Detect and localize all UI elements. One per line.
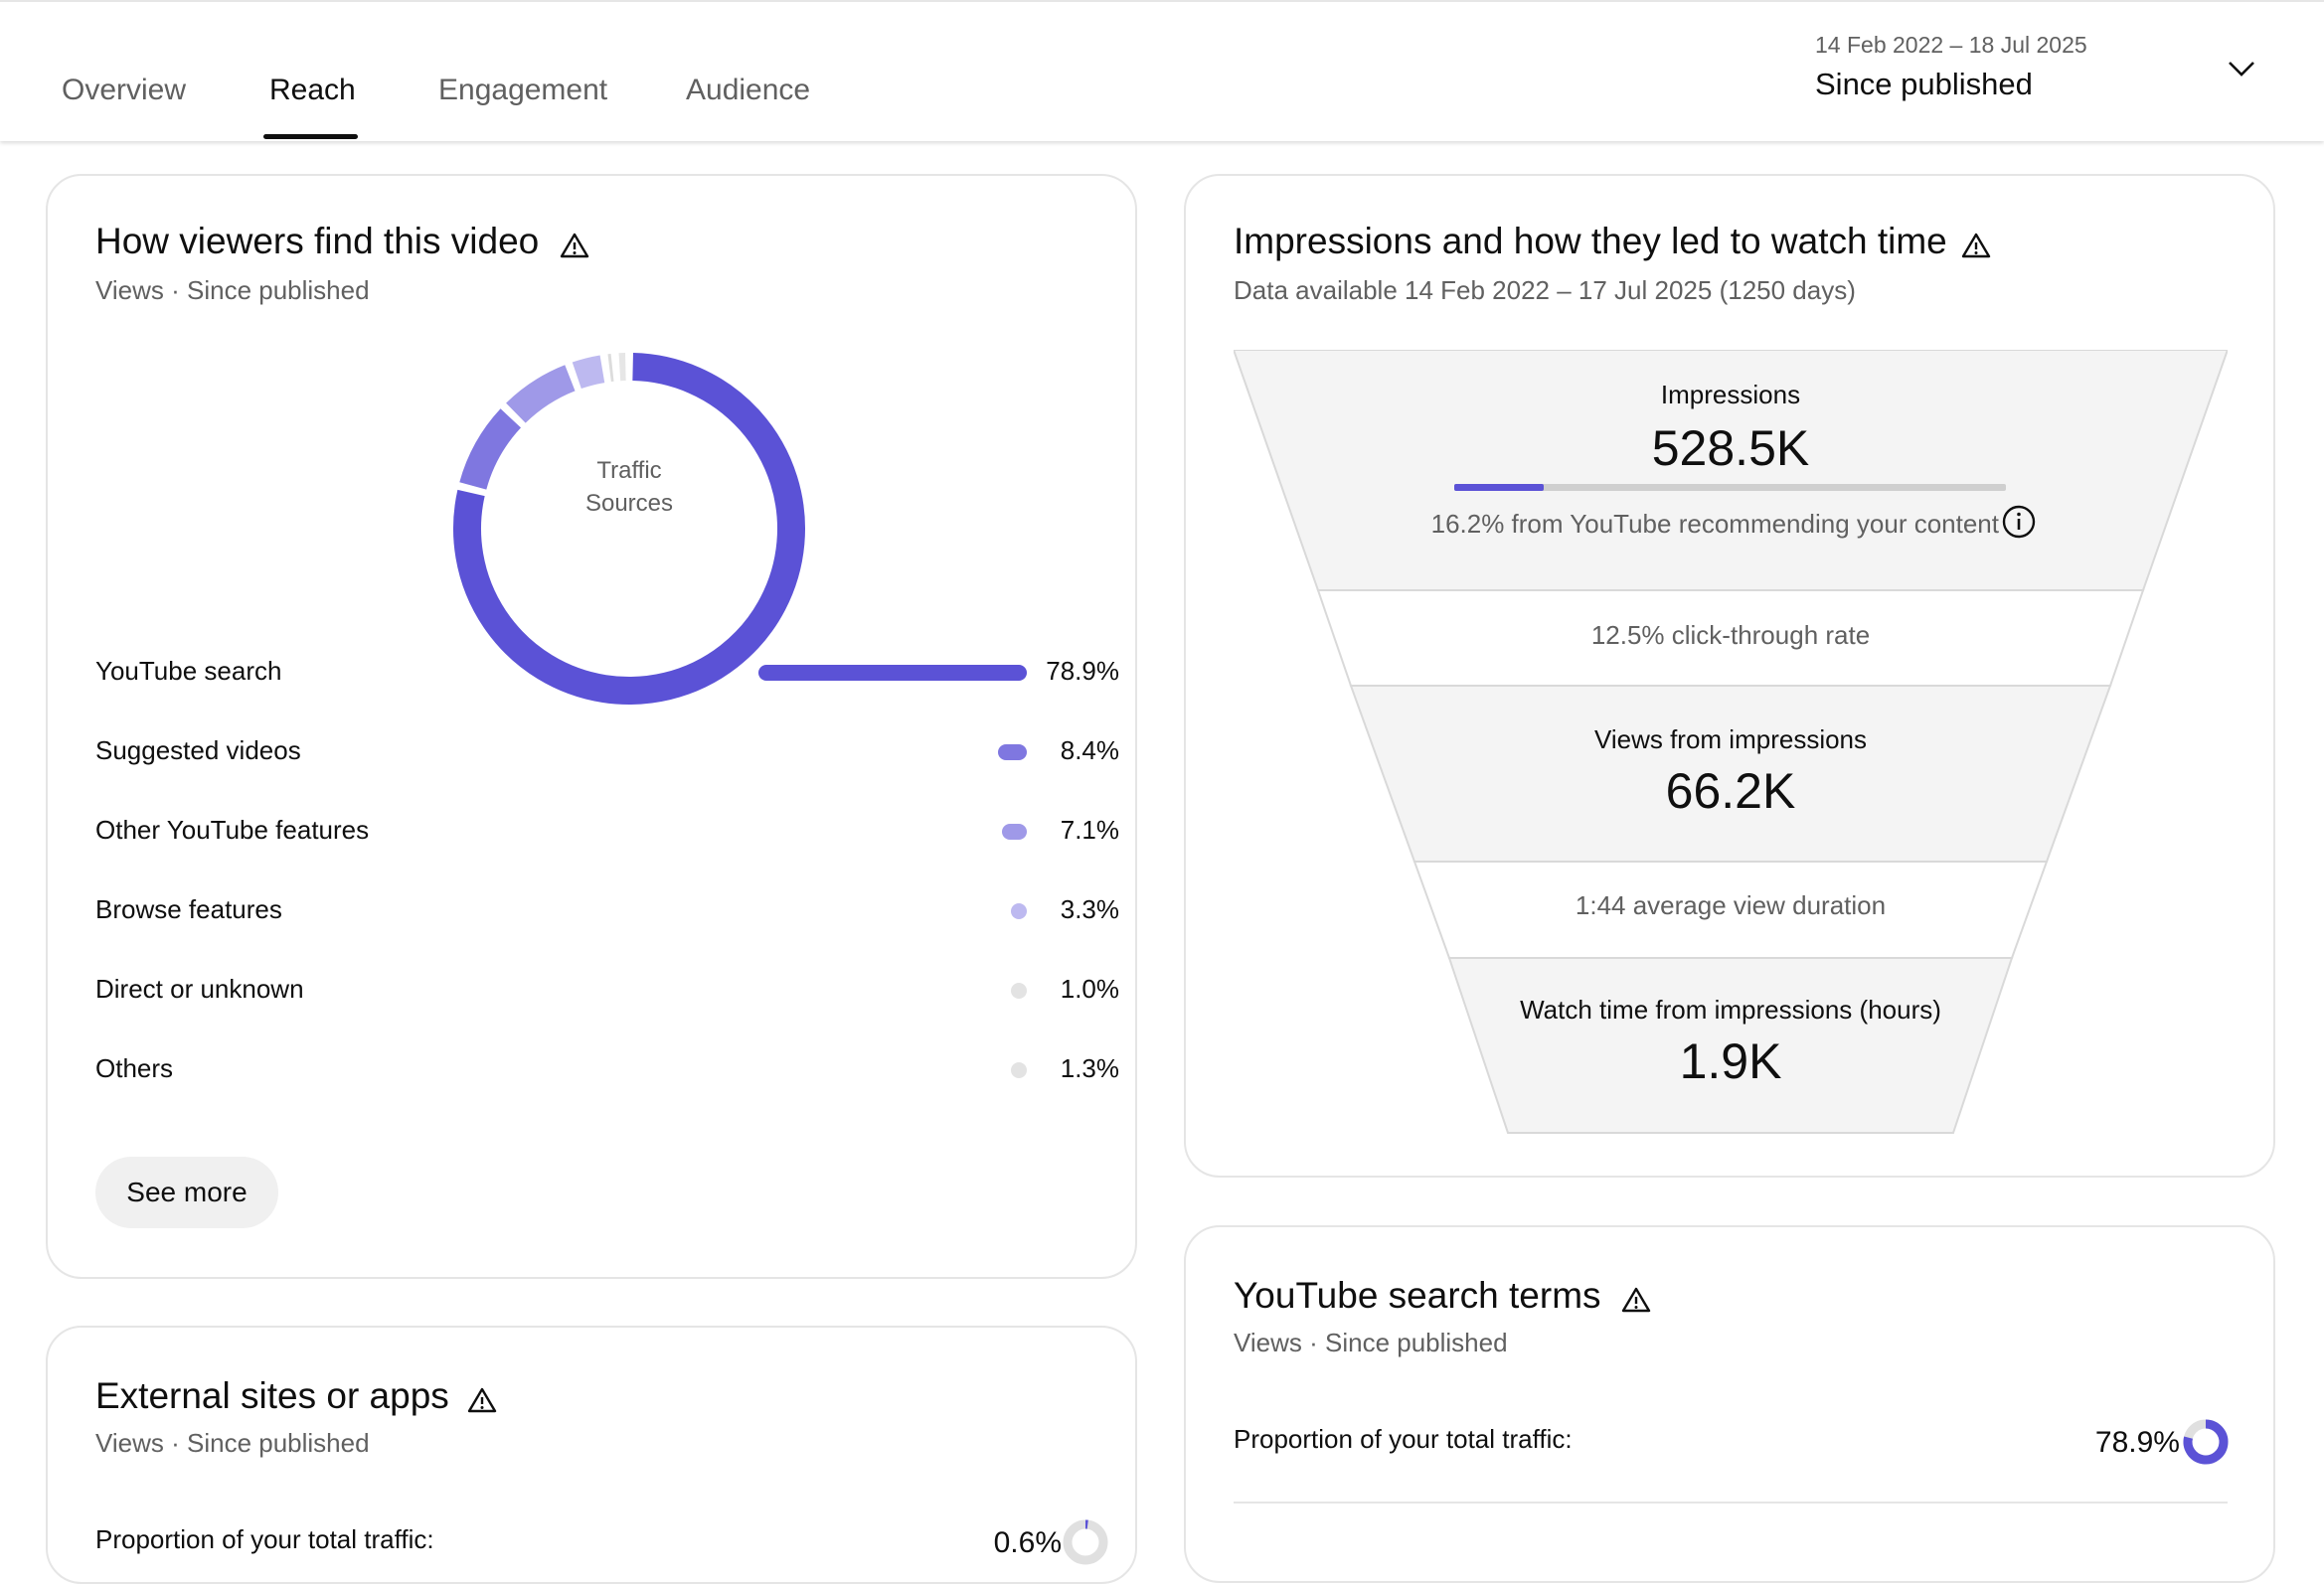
date-range-picker[interactable]: 14 Feb 2022 – 18 Jul 2025 Since publishe… <box>1815 32 2087 102</box>
traffic-sources-card: How viewers find this video Views · Sinc… <box>46 174 1137 1279</box>
click-through-rate: 12.5% click-through rate <box>1234 620 2228 651</box>
recommendation-progress-bar <box>1454 484 2006 491</box>
tab-overview[interactable]: Overview <box>62 74 186 107</box>
chevron-down-icon[interactable] <box>2227 60 2256 78</box>
source-bar <box>1011 983 1027 999</box>
source-bar <box>1002 824 1027 840</box>
card-subtitle: Views · Since published <box>95 275 370 306</box>
proportion-label: Proportion of your total traffic: <box>1234 1424 1573 1455</box>
card-subtitle: Data available 14 Feb 2022 – 17 Jul 2025… <box>1234 275 1856 306</box>
watch-time-value: 1.9K <box>1234 1032 2228 1090</box>
card-title: Impressions and how they led to watch ti… <box>1234 221 1947 262</box>
tab-reach[interactable]: Reach <box>269 74 356 107</box>
donut-track <box>1068 1524 1103 1560</box>
proportion-value: 0.6% <box>903 1526 1062 1560</box>
warning-icon[interactable] <box>467 1386 497 1414</box>
divider <box>1234 1502 2228 1504</box>
impressions-label: Impressions <box>1234 380 2228 410</box>
proportion-donut-icon <box>1060 1516 1111 1568</box>
impressions-value: 528.5K <box>1234 419 2228 477</box>
warning-icon[interactable] <box>1961 232 1991 259</box>
list-item: Direct or unknown 1.0% <box>95 974 1119 1014</box>
card-title: How viewers find this video <box>95 221 539 262</box>
warning-icon[interactable] <box>1621 1286 1651 1314</box>
watch-time-label: Watch time from impressions (hours) <box>1234 995 2228 1026</box>
average-view-duration: 1:44 average view duration <box>1234 890 2228 921</box>
date-range-label: Since published <box>1815 67 2087 102</box>
source-bar <box>1011 1062 1027 1078</box>
source-bar <box>1011 903 1027 919</box>
card-subtitle: Views · Since published <box>1234 1328 1508 1358</box>
recommendation-text: 16.2% from YouTube recommending your con… <box>1234 509 1999 540</box>
views-from-impressions-label: Views from impressions <box>1234 724 2228 755</box>
see-more-button[interactable]: See more <box>95 1157 278 1228</box>
list-item: Suggested videos 8.4% <box>95 735 1119 775</box>
analytics-header: Overview Reach Engagement Audience 14 Fe… <box>0 0 2324 141</box>
tab-engagement[interactable]: Engagement <box>438 74 607 107</box>
list-item: YouTube search 78.9% <box>95 656 1119 696</box>
donut-center-label: Traffic Sources <box>445 454 813 520</box>
external-sites-card: External sites or apps Views · Since pub… <box>46 1326 1137 1584</box>
list-item: Others 1.3% <box>95 1053 1119 1093</box>
warning-icon[interactable] <box>560 232 589 259</box>
donut-slice-youtube-search[interactable] <box>467 367 791 691</box>
source-bar <box>998 744 1027 760</box>
active-tab-indicator <box>263 134 358 139</box>
list-item: Other YouTube features 7.1% <box>95 815 1119 855</box>
impressions-funnel-card: Impressions and how they led to watch ti… <box>1184 174 2275 1178</box>
date-range-text: 14 Feb 2022 – 18 Jul 2025 <box>1815 32 2087 59</box>
list-item: Browse features 3.3% <box>95 894 1119 934</box>
card-title: YouTube search terms <box>1234 1275 1601 1317</box>
donut-slice-browse-features[interactable] <box>577 369 602 375</box>
card-subtitle: Views · Since published <box>95 1428 370 1459</box>
source-bar <box>758 665 1027 681</box>
recommendation-progress-fill <box>1454 484 1544 491</box>
info-icon[interactable] <box>2001 504 2037 540</box>
views-from-impressions-value: 66.2K <box>1234 762 2228 820</box>
card-title: External sites or apps <box>95 1375 449 1417</box>
proportion-value: 78.9% <box>2021 1426 2180 1460</box>
search-terms-card: YouTube search terms Views · Since publi… <box>1184 1225 2275 1583</box>
donut-slice-other-youtube-features[interactable] <box>516 378 571 412</box>
tab-audience[interactable]: Audience <box>686 74 810 107</box>
proportion-donut-icon <box>2180 1416 2232 1468</box>
proportion-label: Proportion of your total traffic: <box>95 1524 434 1555</box>
